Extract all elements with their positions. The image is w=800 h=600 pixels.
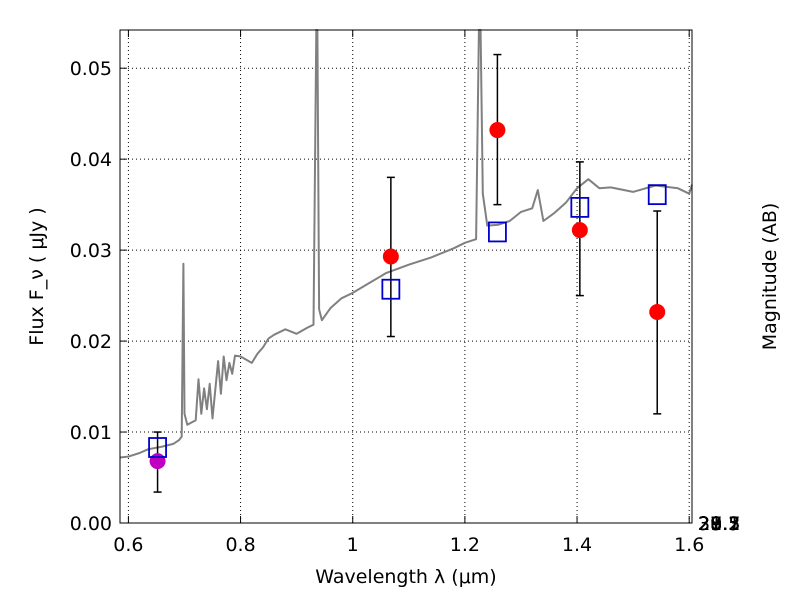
mag-tick-label: 29.5: [698, 513, 740, 535]
spectrum-line: [119, 29, 693, 459]
tick-labels: 0.6 0.8 1 1.2 1.4 1.6 0.00 0.01 0.02 0.03 0.04 0.05…: [70, 58, 741, 556]
y-axis-right-label: Magnitude (AB): [759, 203, 781, 351]
mag-tick-label: 27.5: [698, 513, 740, 535]
model-square: [570, 196, 590, 218]
y-tick-label: 0.03: [70, 240, 112, 262]
observed-points: [149, 122, 666, 470]
x-axis-label: Wavelength λ (μm): [315, 566, 496, 588]
observed-point: [571, 222, 588, 239]
y-tick-label: 0.02: [70, 331, 112, 353]
mag-tick-label: 28.5: [698, 513, 740, 535]
model-square: [647, 184, 667, 206]
model-square: [381, 278, 401, 300]
y-tick-label: 0.04: [70, 149, 112, 171]
x-tick-label: 1.6: [674, 534, 704, 556]
x-tick-label: 1.4: [562, 534, 592, 556]
mag-tick-label: 27.1: [698, 513, 740, 535]
mag-tick-label: 28: [698, 513, 722, 535]
axis-ticks: [120, 30, 692, 524]
y-axis-label: Flux F_ν ( μJy ): [26, 207, 48, 345]
x-tick-label: 0.8: [225, 534, 255, 556]
mag-tick-label: 27.3: [698, 513, 740, 535]
model-squares: [148, 184, 667, 458]
observed-point: [382, 248, 399, 265]
y-tick-label: 0.05: [70, 58, 112, 80]
y-tick-label: 0.00: [70, 513, 112, 535]
mag-tick-label: 28.2: [698, 513, 740, 535]
x-tick-label: 0.6: [113, 534, 143, 556]
x-tick-label: 1.2: [450, 534, 480, 556]
x-tick-label: 1: [347, 534, 359, 556]
mag-tick-label: 27.7: [698, 513, 740, 535]
mag-tick-label: 30: [698, 513, 722, 535]
model-square: [488, 221, 507, 243]
observed-point: [489, 122, 506, 139]
observed-point: [649, 303, 666, 320]
y-tick-label: 0.01: [70, 422, 112, 444]
spectrum-series: [119, 29, 693, 459]
mag-tick-label: 31: [698, 513, 722, 535]
error-bars: [153, 53, 662, 493]
plot-frame: [119, 29, 693, 524]
model-square: [148, 437, 167, 458]
observed-point: [149, 453, 166, 470]
mag-tick-label: 29: [698, 513, 722, 535]
grid-lines: [120, 30, 692, 524]
